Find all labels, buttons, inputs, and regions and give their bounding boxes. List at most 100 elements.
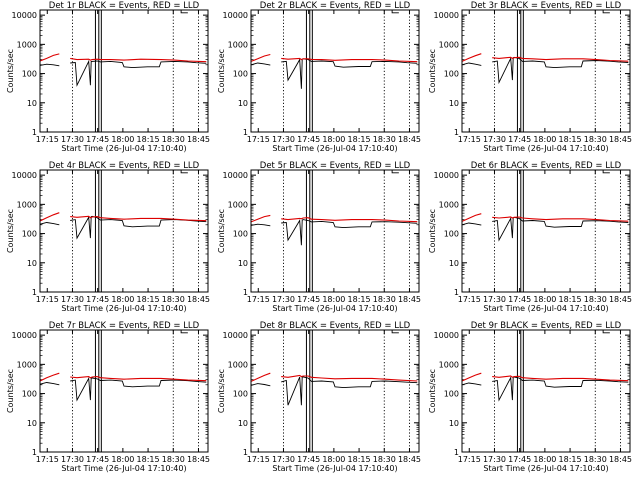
y-tick-label: 100 xyxy=(444,230,459,239)
state-step xyxy=(180,10,188,14)
x-tick-label: 17:45 xyxy=(508,295,531,304)
y-tick-label: 10 xyxy=(449,99,459,108)
x-tick-label: 18:00 xyxy=(322,295,345,304)
x-axis-label: Start Time (26-Jul-04 17:10:40) xyxy=(483,464,608,473)
series-line-lld xyxy=(461,213,629,222)
y-tick-label: 1 xyxy=(32,288,37,297)
y-tick-label: 1000 xyxy=(439,200,459,209)
y-tick-label: 1 xyxy=(32,128,37,137)
y-axis-label: Counts/sec xyxy=(6,369,15,413)
panel-title: Det 3r BLACK = Events, RED = LLD xyxy=(471,1,622,11)
state-step xyxy=(602,330,610,334)
panel-title: Det 9r BLACK = Events, RED = LLD xyxy=(471,321,622,331)
x-tick-label: 17:30 xyxy=(483,135,506,144)
state-step xyxy=(391,10,399,14)
plot-frame xyxy=(461,329,631,453)
state-step xyxy=(391,170,399,174)
x-axis-label: Start Time (26-Jul-04 17:10:40) xyxy=(483,144,608,153)
y-tick-label: 10000 xyxy=(12,11,37,20)
x-tick-label: 18:15 xyxy=(559,135,582,144)
series-line-lld xyxy=(250,372,418,382)
x-tick-label: 18:30 xyxy=(584,295,607,304)
x-tick-label: 18:45 xyxy=(187,455,210,464)
series-line-lld xyxy=(250,214,418,223)
plot-frame xyxy=(39,169,209,293)
panel-2: Det 2r BLACK = Events, RED = LLD 1 10 100 10… xyxy=(217,1,421,153)
y-tick-label: 10 xyxy=(27,419,37,428)
panel-title: Det 8r BLACK = Events, RED = LLD xyxy=(260,321,411,331)
x-tick-label: 17:15 xyxy=(36,295,59,304)
state-step xyxy=(602,10,610,14)
series-line-events xyxy=(250,219,418,246)
x-tick-label: 17:45 xyxy=(297,455,320,464)
x-tick-label: 18:15 xyxy=(137,295,160,304)
y-axis-label: Counts/sec xyxy=(428,209,437,253)
x-tick-label: 17:15 xyxy=(36,455,59,464)
y-tick-label: 1000 xyxy=(228,200,248,209)
x-tick-label: 18:00 xyxy=(533,455,556,464)
x-tick-label: 18:30 xyxy=(584,455,607,464)
panel-title: Det 5r BLACK = Events, RED = LLD xyxy=(260,161,411,171)
x-tick-label: 18:15 xyxy=(559,295,582,304)
series-line-events xyxy=(39,59,207,87)
x-tick-label: 17:45 xyxy=(508,455,531,464)
x-axis-label: Start Time (26-Jul-04 17:10:40) xyxy=(483,304,608,313)
x-tick-label: 18:45 xyxy=(187,295,210,304)
x-tick-label: 18:45 xyxy=(187,135,210,144)
panel-6: Det 6r BLACK = Events, RED = LLD 1 10 100 10… xyxy=(428,161,632,313)
y-tick-label: 1000 xyxy=(17,360,37,369)
x-tick-label: 17:30 xyxy=(272,135,295,144)
panel-title: Det 2r BLACK = Events, RED = LLD xyxy=(260,1,411,11)
y-axis-label: Counts/sec xyxy=(428,49,437,93)
y-tick-label: 1000 xyxy=(228,40,248,49)
x-tick-label: 18:15 xyxy=(559,455,582,464)
plot-frame xyxy=(250,169,420,293)
x-tick-label: 18:00 xyxy=(322,455,345,464)
x-tick-label: 18:45 xyxy=(609,135,632,144)
x-tick-label: 18:00 xyxy=(111,135,134,144)
plot-frame xyxy=(250,9,420,133)
panel-4: Det 4r BLACK = Events, RED = LLD 1 10 100 10… xyxy=(6,161,210,313)
series-line-lld xyxy=(39,212,207,222)
series-line-events xyxy=(250,58,418,89)
y-tick-label: 100 xyxy=(233,70,248,79)
y-tick-label: 100 xyxy=(22,70,37,79)
x-tick-label: 17:30 xyxy=(272,295,295,304)
y-tick-label: 10 xyxy=(449,259,459,268)
x-axis-label: Start Time (26-Jul-04 17:10:40) xyxy=(272,464,397,473)
x-tick-label: 18:00 xyxy=(533,135,556,144)
x-tick-label: 18:30 xyxy=(162,135,185,144)
x-tick-label: 17:30 xyxy=(61,295,84,304)
y-tick-label: 1 xyxy=(243,288,248,297)
x-tick-label: 17:30 xyxy=(61,455,84,464)
series-line-events xyxy=(39,215,207,240)
y-tick-label: 1000 xyxy=(439,40,459,49)
x-tick-label: 18:45 xyxy=(398,455,421,464)
panel-title: Det 7r BLACK = Events, RED = LLD xyxy=(49,321,200,331)
x-axis-label: Start Time (26-Jul-04 17:10:40) xyxy=(61,464,186,473)
x-axis-label: Start Time (26-Jul-04 17:10:40) xyxy=(61,144,186,153)
y-tick-label: 10 xyxy=(238,419,248,428)
x-tick-label: 18:30 xyxy=(584,135,607,144)
series-line-events xyxy=(250,375,418,406)
y-tick-label: 100 xyxy=(22,230,37,239)
y-tick-label: 10000 xyxy=(434,11,459,20)
panel-3: Det 3r BLACK = Events, RED = LLD 1 10 100 10… xyxy=(428,1,632,153)
y-tick-label: 10 xyxy=(238,259,248,268)
x-tick-label: 17:15 xyxy=(36,135,59,144)
plot-frame xyxy=(250,329,420,453)
x-tick-label: 18:45 xyxy=(609,455,632,464)
x-tick-label: 17:45 xyxy=(86,295,109,304)
y-tick-label: 10000 xyxy=(223,11,248,20)
series-line-events xyxy=(461,376,629,402)
x-tick-label: 18:15 xyxy=(348,455,371,464)
panel-title: Det 4r BLACK = Events, RED = LLD xyxy=(49,161,200,171)
y-tick-label: 1 xyxy=(454,448,459,457)
y-tick-label: 100 xyxy=(444,390,459,399)
x-tick-label: 17:45 xyxy=(508,135,531,144)
y-tick-label: 1 xyxy=(243,448,248,457)
panel-1: Det 1r BLACK = Events, RED = LLD 1 10 100 10… xyxy=(6,1,210,153)
panel-title: Det 6r BLACK = Events, RED = LLD xyxy=(471,161,622,171)
x-tick-label: 18:00 xyxy=(322,135,345,144)
